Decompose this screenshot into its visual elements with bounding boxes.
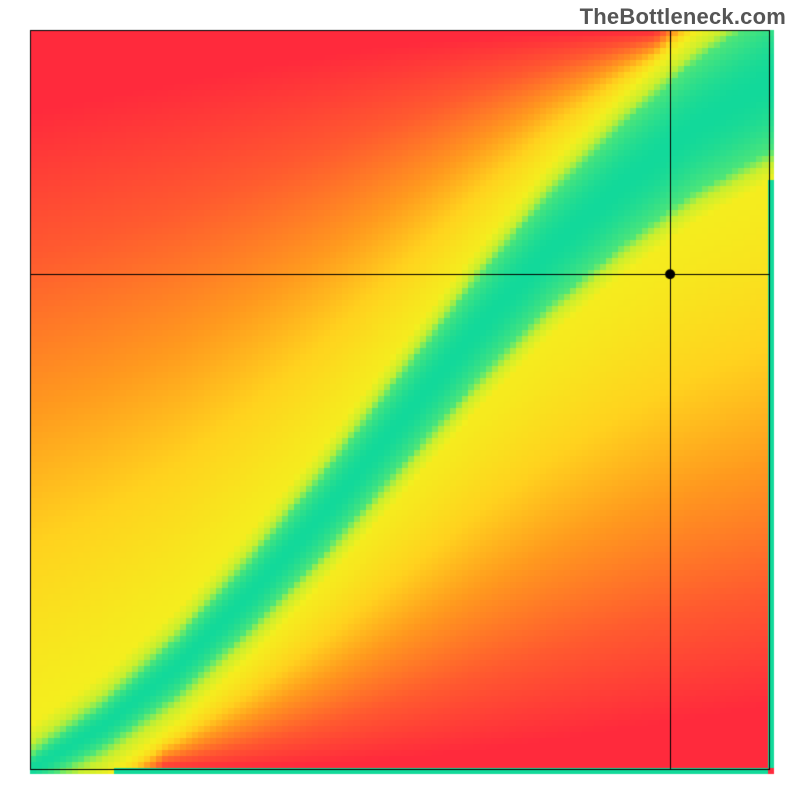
watermark-text: TheBottleneck.com [580, 4, 786, 30]
bottleneck-heatmap [0, 0, 800, 800]
